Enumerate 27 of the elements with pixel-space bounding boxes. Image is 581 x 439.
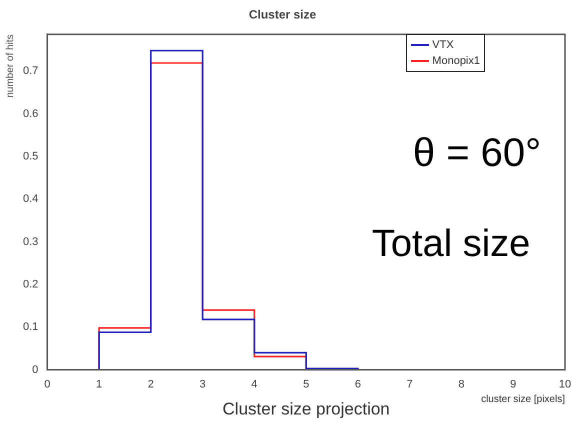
y-tick-label: 0.1 <box>22 321 38 334</box>
x-tick-label: 7 <box>406 378 413 390</box>
x-tick-label: 8 <box>458 378 465 390</box>
y-tick-label: 0.3 <box>22 236 38 248</box>
x-tick-label: 1 <box>96 378 102 390</box>
x-axis-title: cluster size [pixels] <box>481 394 566 405</box>
chart-title: Cluster size <box>248 8 317 22</box>
legend-label: VTX <box>432 39 454 52</box>
x-tick-label: 10 <box>558 378 572 390</box>
y-axis-title: number of hits <box>4 34 16 98</box>
y-tick-label: 0.4 <box>22 193 38 206</box>
x-tick-label: 4 <box>251 378 258 390</box>
annotation: θ = 60° <box>412 131 542 176</box>
x-tick-label: 9 <box>510 378 516 390</box>
legend-label: Monopix1 <box>432 55 480 68</box>
y-tick-label: 0.5 <box>22 150 38 162</box>
y-tick-label: 0.6 <box>22 108 38 120</box>
x-tick-label: 3 <box>200 378 206 390</box>
x-tick-label: 5 <box>303 378 310 390</box>
x-tick-label: 6 <box>354 378 361 390</box>
y-tick-label: 0.7 <box>22 65 38 78</box>
x-tick-label: 2 <box>148 378 154 390</box>
y-tick-label: 0.2 <box>22 278 38 290</box>
x-tick-label: 0 <box>44 378 50 390</box>
y-tick-label: 0 <box>32 364 38 376</box>
text: Cluster size projection <box>222 400 390 419</box>
annotation: Total size <box>372 223 530 266</box>
